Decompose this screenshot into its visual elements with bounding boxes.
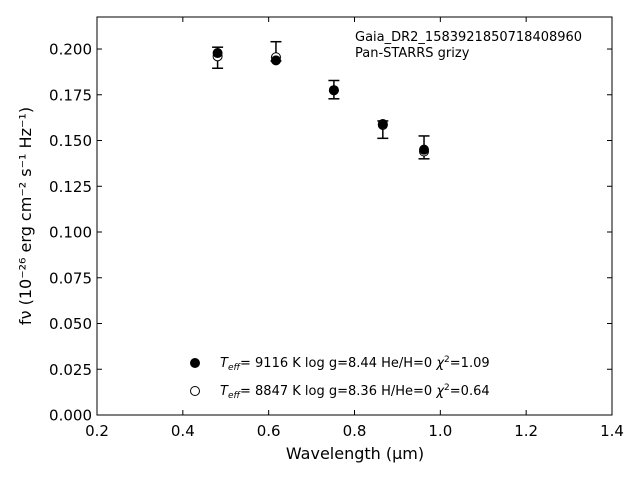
legend: Teff= 9116 K log g=8.44 He/H=0 χ2=1.09 T… bbox=[190, 355, 490, 401]
y-tick-label: 0.075 bbox=[49, 269, 92, 287]
x-tick-label: 1.0 bbox=[428, 422, 452, 440]
legend-marker-filled bbox=[190, 358, 200, 368]
x-tick-label: 1.4 bbox=[600, 422, 624, 440]
legend-marker-open bbox=[190, 386, 200, 396]
y-tick-label: 0.200 bbox=[49, 41, 92, 59]
x-tick-label: 0.8 bbox=[343, 422, 367, 440]
marker-group bbox=[212, 48, 430, 157]
model-point-filled bbox=[328, 85, 339, 96]
annotation-line-2: Pan-STARRS grizy bbox=[355, 46, 470, 61]
model-point-filled bbox=[419, 144, 430, 155]
x-tick-label: 0.6 bbox=[257, 422, 281, 440]
x-tick-label: 0.4 bbox=[171, 422, 195, 440]
y-tick-label: 0.100 bbox=[49, 224, 92, 242]
y-tick-label: 0.175 bbox=[49, 86, 92, 104]
model-point-filled bbox=[270, 55, 281, 66]
y-tick-label: 0.150 bbox=[49, 132, 92, 150]
y-tick-label: 0.025 bbox=[49, 361, 92, 379]
y-axis-title: fν (10⁻²⁶ erg cm⁻² s⁻¹ Hz⁻¹) bbox=[16, 107, 35, 325]
tick-group: 0.2 0.4 0.6 0.8 1.0 1.2 1.4 0.000 0.025 0.050 0.07… bbox=[49, 17, 624, 440]
model-point-filled bbox=[212, 48, 223, 59]
x-axis-title: Wavelength (μm) bbox=[286, 444, 424, 463]
model-point-filled bbox=[377, 119, 388, 130]
annotation-line-1: Gaia_DR2_1583921850718408960 bbox=[355, 30, 582, 45]
x-tick-label: 1.2 bbox=[514, 422, 538, 440]
legend-entry-2: Teff= 8847 K log g=8.36 H/He=0 χ2=0.64 bbox=[220, 383, 490, 401]
y-tick-label: 0.000 bbox=[49, 407, 92, 425]
y-tick-label: 0.050 bbox=[49, 315, 92, 333]
x-tick-label: 0.2 bbox=[85, 422, 109, 440]
legend-entry-1: Teff= 9116 K log g=8.44 He/H=0 χ2=1.09 bbox=[220, 355, 490, 373]
y-tick-label: 0.125 bbox=[49, 178, 92, 196]
